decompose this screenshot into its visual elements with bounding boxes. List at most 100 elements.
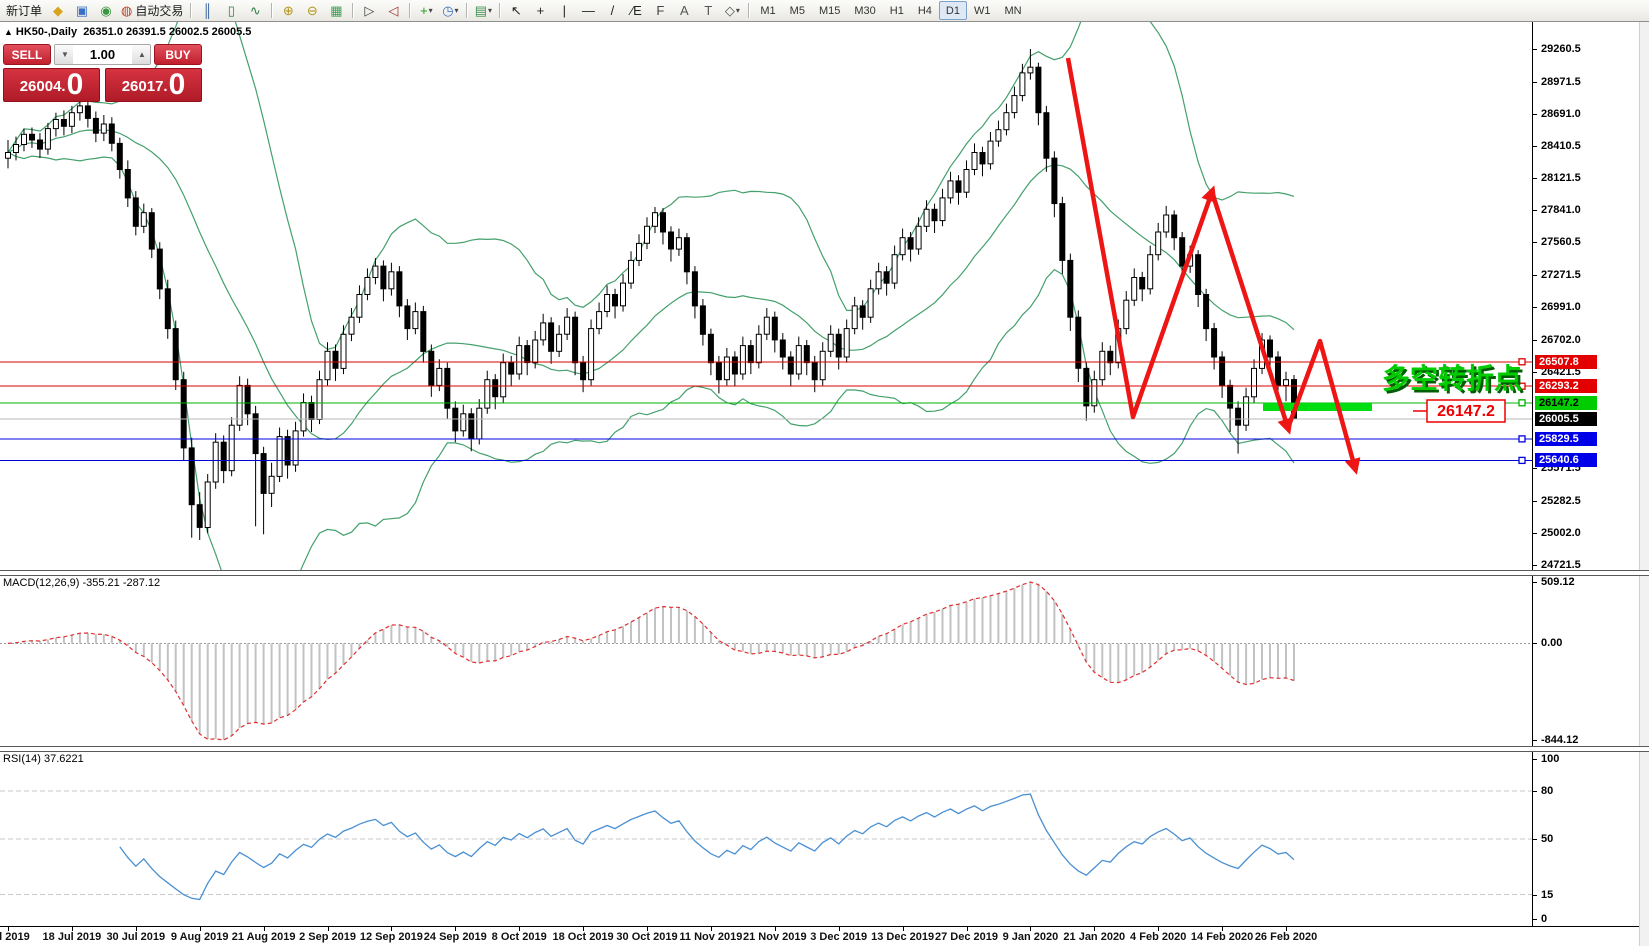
timeframe-m1[interactable]: M1 <box>760 4 776 17</box>
indicators-icon[interactable]: + ▾ <box>414 2 438 20</box>
candle-chart-icon[interactable]: ▯ <box>219 2 243 20</box>
sell-price-display[interactable]: 26004. 0 <box>3 68 100 102</box>
line-chart-icon[interactable]: ∿ <box>243 2 267 20</box>
rsi-panel[interactable] <box>0 752 1532 926</box>
periods-icon[interactable]: ◷ ▾ <box>438 2 462 20</box>
level-label-box[interactable] <box>1426 399 1506 423</box>
candle-body <box>116 142 123 171</box>
timeframe-m15[interactable]: M15 <box>818 4 841 17</box>
autotrading-icon[interactable]: ◍ 自动交易 <box>118 2 186 20</box>
trend-zigzag-line[interactable] <box>1065 57 1358 469</box>
zoom-out-icon[interactable]: ⊖ <box>300 2 324 20</box>
templates-icon[interactable]: ▤ ▾ <box>471 2 495 20</box>
zoom-in-icon[interactable]: ⊕ <box>276 2 300 20</box>
date-tick-mark <box>455 927 457 931</box>
support-zone-bar[interactable] <box>1263 403 1372 411</box>
turn-point-text[interactable]: 多空转折点 <box>1382 362 1522 395</box>
horizontal-line-icon[interactable]: — <box>576 2 600 20</box>
price-line-handle[interactable] <box>1518 382 1526 390</box>
line-chart-icon: ∿ <box>249 2 261 18</box>
timeframe-w1[interactable]: W1 <box>973 4 991 17</box>
trend-arrowhead <box>1201 185 1217 204</box>
price-line-handle[interactable] <box>1518 456 1526 465</box>
candle-body <box>220 441 227 472</box>
text-label-icon[interactable]: T <box>696 2 720 20</box>
candle-body <box>803 345 810 364</box>
candle-body <box>356 294 363 318</box>
timeframe-h1[interactable]: H1 <box>889 4 904 17</box>
equidistant-channel-icon[interactable]: ∕E <box>624 2 648 20</box>
price-line-handle[interactable] <box>1518 399 1526 407</box>
axis-tick-mark <box>1533 210 1537 212</box>
toolbar-separator <box>466 3 468 18</box>
price-tick-label: 509.12 <box>1541 576 1575 588</box>
text-label-icon: T <box>704 3 713 18</box>
text-icon[interactable]: A <box>672 2 696 20</box>
trendline-icon[interactable]: / <box>600 2 624 20</box>
date-tick-mark <box>71 927 73 931</box>
date-tick-label: 18 Oct 2019 <box>552 931 614 943</box>
panel-separator[interactable] <box>0 746 1649 752</box>
arrows-icon[interactable]: ◇ ▾ <box>720 2 744 20</box>
price-line-badge: 26147.2 <box>1535 395 1597 410</box>
bar-chart-icon[interactable]: ║ <box>195 2 219 20</box>
signals-icon[interactable]: ◉ <box>94 2 118 20</box>
fibonacci-icon[interactable]: F <box>648 2 672 20</box>
volume-value[interactable]: 1.00 <box>89 47 116 62</box>
dropdown-caret-icon[interactable]: ▾ <box>454 6 459 15</box>
candle-body <box>124 169 131 199</box>
terminal-icon[interactable]: ▣ <box>70 2 94 20</box>
candle-body <box>1011 95 1018 114</box>
panel-separator[interactable] <box>0 570 1649 576</box>
volume-stepper: ▼ 1.00 ▲ <box>54 44 151 65</box>
candle-body <box>1123 299 1130 330</box>
macd-panel[interactable] <box>0 576 1532 746</box>
axis-tick-mark <box>1533 894 1537 896</box>
dropdown-caret-icon[interactable]: ▾ <box>428 6 433 15</box>
rsi-label: RSI(14) <box>3 753 41 765</box>
volume-decrease-button[interactable]: ▼ <box>55 45 73 64</box>
candle-body <box>316 379 323 421</box>
candle-body <box>875 271 882 290</box>
candle-body <box>404 305 411 330</box>
toolbar-separator <box>190 3 192 18</box>
zoom-out-icon: ⊖ <box>306 2 318 18</box>
price-line-handle[interactable] <box>1518 435 1526 443</box>
indicators-icon: + <box>420 3 428 18</box>
tile-windows-icon[interactable]: ▦ <box>324 2 348 20</box>
price-tick-label: 28691.0 <box>1541 107 1581 120</box>
candle-body <box>244 384 251 415</box>
candle-body <box>276 436 283 477</box>
toolbar-separator <box>409 3 411 18</box>
candle-body <box>755 333 762 364</box>
auto-scroll-icon[interactable]: ▷ <box>357 2 381 20</box>
candle-body <box>819 350 826 381</box>
vertical-line-icon[interactable]: | <box>552 2 576 20</box>
date-tick-label: 2 Sep 2019 <box>299 931 356 943</box>
date-tick-mark <box>199 927 201 931</box>
cursor-icon[interactable]: ↖ <box>504 2 528 20</box>
candle-body <box>108 123 115 144</box>
price-line-handle[interactable] <box>1518 358 1526 366</box>
dropdown-caret-icon[interactable]: ▾ <box>735 6 740 15</box>
candle-body <box>1099 350 1106 381</box>
date-tick-mark <box>710 927 712 931</box>
buy-button[interactable]: BUY <box>154 44 202 65</box>
crosshair-icon[interactable]: + <box>528 2 552 20</box>
timeframe-h4[interactable]: H4 <box>917 4 932 17</box>
buy-price-display[interactable]: 26017. 0 <box>105 68 202 102</box>
chart-shift-icon[interactable]: ◁ <box>381 2 405 20</box>
mql5-icon[interactable]: ◆ <box>46 2 70 20</box>
dropdown-caret-icon[interactable]: ▾ <box>488 6 493 15</box>
timeframe-m30[interactable]: M30 <box>854 4 876 17</box>
timeframe-m5[interactable]: M5 <box>789 4 805 17</box>
volume-increase-button[interactable]: ▲ <box>132 45 150 64</box>
candle-body <box>340 333 347 369</box>
axis-tick-mark <box>1533 918 1537 920</box>
timeframe-mn[interactable]: MN <box>1004 4 1022 17</box>
new-order-button[interactable]: 新订单 <box>6 4 43 18</box>
sell-button[interactable]: SELL <box>3 44 51 65</box>
candle-body <box>164 288 171 330</box>
timeframe-d1[interactable]: D1 <box>938 1 967 20</box>
